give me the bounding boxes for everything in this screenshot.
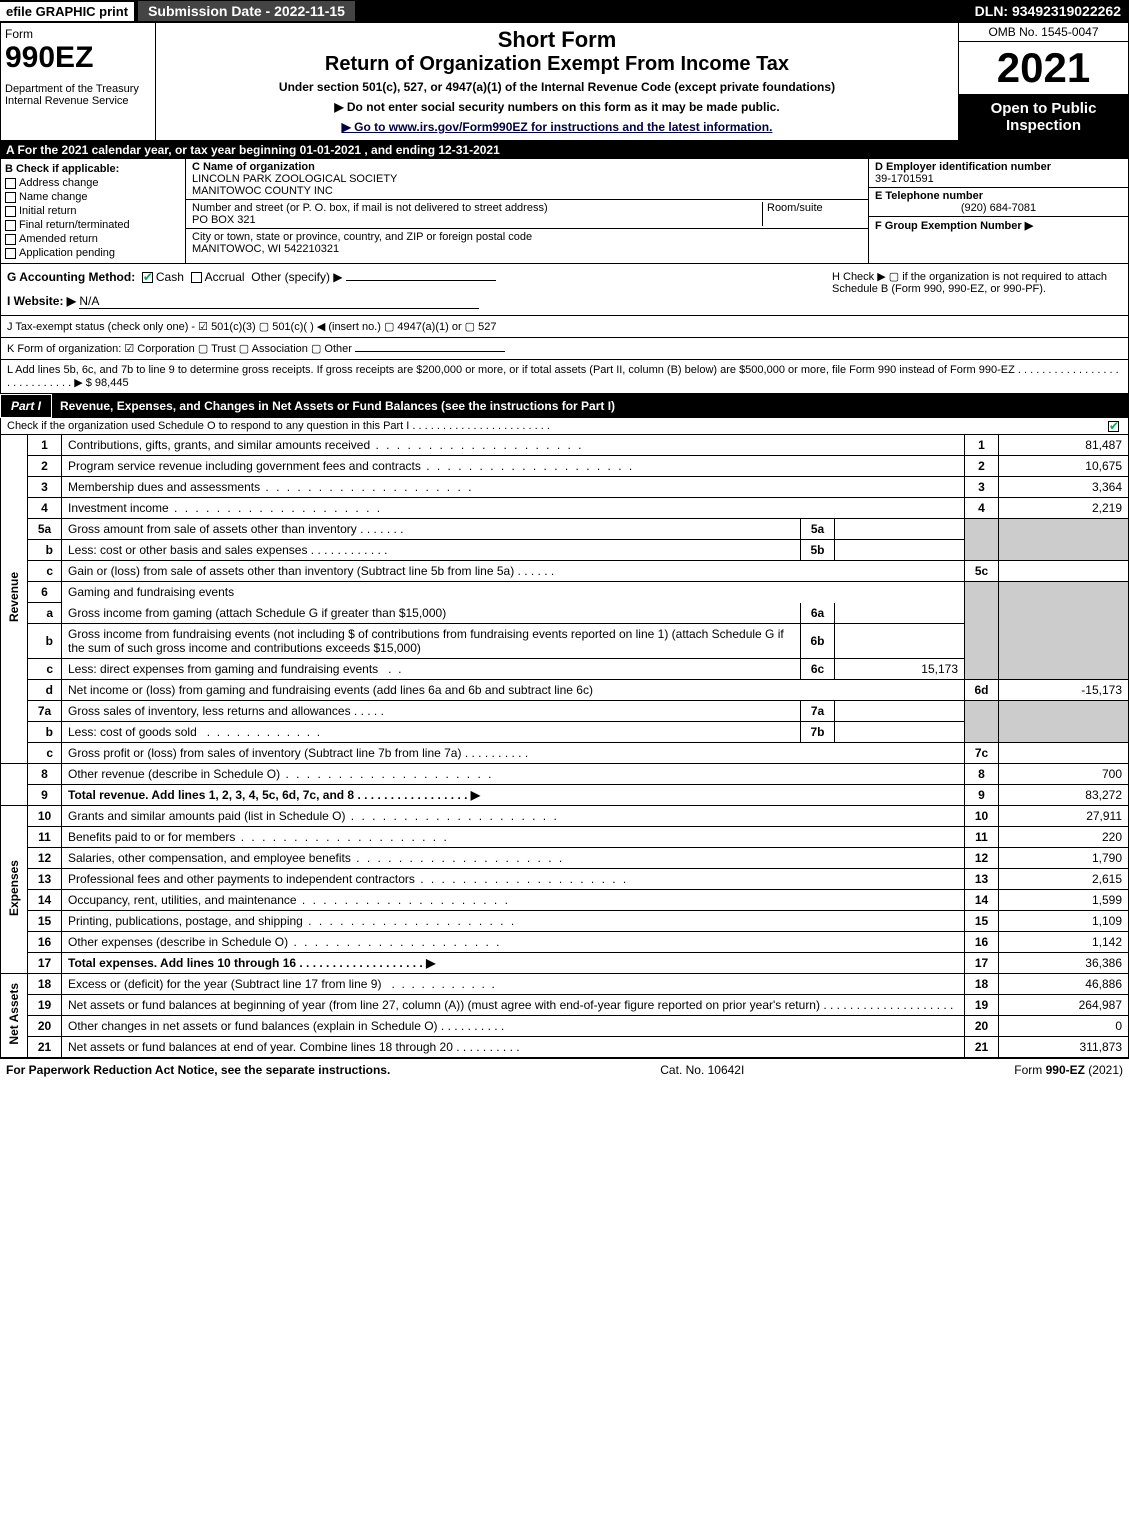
block-bcdef: B Check if applicable: Address change Na… (0, 159, 1129, 264)
city-label: City or town, state or province, country… (192, 231, 532, 243)
k-row: K Form of organization: ☑ Corporation ▢ … (0, 338, 1129, 360)
form-title: Return of Organization Exempt From Incom… (160, 53, 954, 76)
page-footer: For Paperwork Reduction Act Notice, see … (0, 1058, 1129, 1081)
part-i-sub: Check if the organization used Schedule … (0, 418, 1129, 435)
i-row: I Website: ▶ N/A (7, 294, 822, 309)
k-text: K Form of organization: ☑ Corporation ▢ … (7, 343, 352, 355)
e-row: E Telephone number (920) 684-7081 (869, 188, 1128, 217)
row-ghi: G Accounting Method: Cash Accrual Other … (0, 264, 1129, 316)
dln-label: DLN: 93492319022262 (975, 3, 1129, 19)
j-row: J Tax-exempt status (check only one) - ☑… (0, 316, 1129, 338)
check-final-return[interactable]: Final return/terminated (5, 219, 181, 231)
d-row: D Employer identification number 39-1701… (869, 159, 1128, 188)
room-label: Room/suite (767, 202, 823, 214)
org-name-row: C Name of organization LINCOLN PARK ZOOL… (186, 159, 868, 200)
open-to-public: Open to Public Inspection (959, 94, 1128, 140)
part-i-label: Part I (0, 394, 52, 418)
check-initial-return[interactable]: Initial return (5, 205, 181, 217)
k-other-input[interactable] (355, 351, 505, 352)
street-label: Number and street (or P. O. box, if mail… (192, 202, 548, 214)
check-accrual[interactable] (191, 272, 202, 283)
f-label: F Group Exemption Number ▶ (875, 220, 1033, 232)
check-application-pending[interactable]: Application pending (5, 247, 181, 259)
footer-mid: Cat. No. 10642I (390, 1063, 1014, 1077)
form-word: Form (5, 27, 151, 41)
check-name-change[interactable]: Name change (5, 191, 181, 203)
submission-date: Submission Date - 2022-11-15 (138, 1, 355, 21)
part-i-sub-text: Check if the organization used Schedule … (7, 420, 550, 432)
phone-value: (920) 684-7081 (875, 202, 1122, 214)
header-mid: Short Form Return of Organization Exempt… (156, 23, 958, 140)
column-c: C Name of organization LINCOLN PARK ZOOL… (186, 159, 868, 263)
revenue-side-label: Revenue (1, 435, 28, 764)
header-right: OMB No. 1545-0047 2021 Open to Public In… (958, 23, 1128, 140)
header-left: Form 990EZ Department of the Treasury In… (1, 23, 156, 140)
d-label: D Employer identification number (875, 161, 1051, 173)
check-schedule-o[interactable] (1108, 421, 1119, 432)
column-def: D Employer identification number 39-1701… (868, 159, 1128, 263)
c-name-label: C Name of organization (192, 161, 315, 173)
l-row: L Add lines 5b, 6c, and 7b to line 9 to … (0, 360, 1129, 394)
netassets-side-label: Net Assets (1, 974, 28, 1058)
ein-value: 39-1701591 (875, 173, 934, 185)
top-bar: efile GRAPHIC print Submission Date - 20… (0, 0, 1129, 22)
expenses-table: Expenses 10 Grants and similar amounts p… (0, 806, 1129, 974)
privacy-note: ▶ Do not enter social security numbers o… (160, 100, 954, 114)
column-b: B Check if applicable: Address change Na… (1, 159, 186, 263)
efile-label: efile GRAPHIC print (0, 2, 134, 21)
g-row: G Accounting Method: Cash Accrual Other … (7, 270, 822, 284)
irs-link[interactable]: ▶ Go to www.irs.gov/Form990EZ for instru… (342, 120, 773, 134)
omb-number: OMB No. 1545-0047 (959, 23, 1128, 42)
check-cash[interactable] (142, 272, 153, 283)
form-header: Form 990EZ Department of the Treasury In… (0, 22, 1129, 141)
footer-right: Form 990-EZ (2021) (1014, 1063, 1123, 1077)
city-value: MANITOWOC, WI 542210321 (192, 243, 339, 255)
org-name: LINCOLN PARK ZOOLOGICAL SOCIETY MANITOWO… (192, 173, 397, 197)
city-row: City or town, state or province, country… (186, 229, 868, 257)
instructions-link[interactable]: ▶ Go to www.irs.gov/Form990EZ for instru… (160, 120, 954, 134)
part-i-title: Revenue, Expenses, and Changes in Net As… (52, 395, 1129, 417)
h-row: H Check ▶ ▢ if the organization is not r… (822, 270, 1122, 309)
netassets-table: Net Assets 18 Excess or (deficit) for th… (0, 974, 1129, 1058)
form-number: 990EZ (5, 41, 151, 75)
g-label: G Accounting Method: (7, 270, 135, 284)
check-amended-return[interactable]: Amended return (5, 233, 181, 245)
street-row: Number and street (or P. O. box, if mail… (186, 200, 868, 229)
website-value: N/A (79, 294, 479, 309)
b-label: B Check if applicable: (5, 163, 181, 175)
e-label: E Telephone number (875, 190, 983, 202)
section-a: A For the 2021 calendar year, or tax yea… (0, 141, 1129, 159)
street-value: PO BOX 321 (192, 214, 256, 226)
other-specify-input[interactable] (346, 280, 496, 281)
i-label: I Website: ▶ (7, 294, 76, 308)
f-row: F Group Exemption Number ▶ (869, 217, 1128, 234)
check-address-change[interactable]: Address change (5, 177, 181, 189)
tax-year: 2021 (959, 42, 1128, 94)
part-i-header: Part I Revenue, Expenses, and Changes in… (0, 394, 1129, 418)
department-label: Department of the Treasury Internal Reve… (5, 83, 151, 107)
revenue-table: Revenue 1 Contributions, gifts, grants, … (0, 435, 1129, 806)
expenses-side-label: Expenses (1, 806, 28, 974)
form-subtitle: Under section 501(c), 527, or 4947(a)(1)… (160, 80, 954, 94)
footer-left: For Paperwork Reduction Act Notice, see … (6, 1063, 390, 1077)
short-form-title: Short Form (160, 27, 954, 53)
